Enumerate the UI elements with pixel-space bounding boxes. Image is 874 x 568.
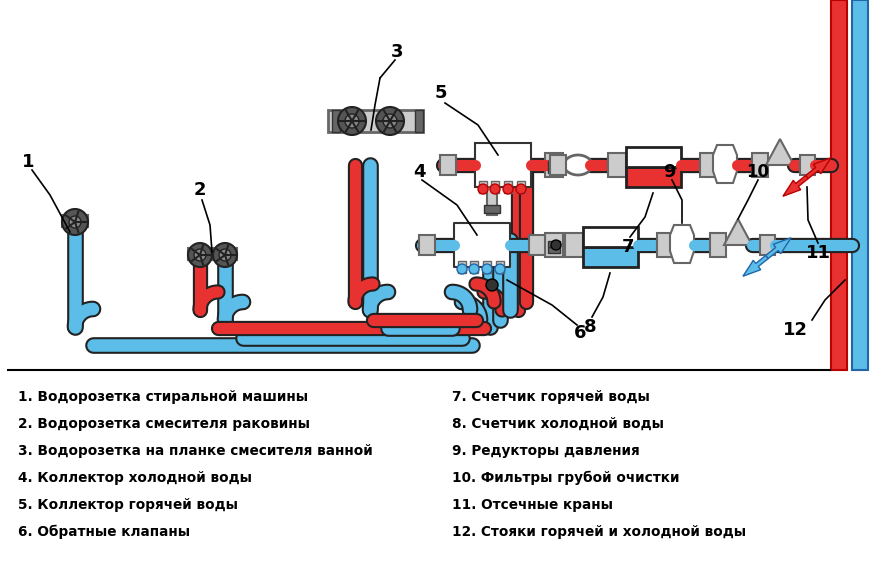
Text: 10. Фильтры грубой очистки: 10. Фильтры грубой очистки bbox=[452, 471, 679, 485]
Bar bbox=[483, 261, 491, 273]
Text: 11. Отсечные краны: 11. Отсечные краны bbox=[452, 498, 613, 512]
Bar bbox=[710, 233, 726, 257]
FancyArrow shape bbox=[806, 158, 831, 178]
Text: 2. Водорозетка смесителя раковины: 2. Водорозетка смесителя раковины bbox=[18, 417, 310, 431]
Bar bbox=[760, 235, 775, 255]
Circle shape bbox=[469, 264, 479, 274]
Bar bbox=[800, 155, 815, 175]
Bar bbox=[608, 153, 626, 177]
Text: 4: 4 bbox=[413, 163, 426, 181]
Bar bbox=[852, 0, 868, 370]
Text: 12: 12 bbox=[783, 321, 808, 339]
Bar bbox=[504, 181, 512, 193]
Circle shape bbox=[383, 114, 397, 128]
Polygon shape bbox=[670, 225, 694, 263]
Circle shape bbox=[338, 107, 366, 135]
Bar bbox=[491, 181, 499, 193]
Bar bbox=[545, 153, 563, 177]
Bar bbox=[583, 247, 638, 267]
Bar bbox=[475, 143, 531, 187]
Circle shape bbox=[194, 249, 206, 261]
Bar bbox=[484, 205, 500, 213]
Text: 7: 7 bbox=[621, 238, 635, 256]
Bar bbox=[626, 147, 681, 167]
Circle shape bbox=[213, 243, 237, 267]
Bar bbox=[62, 215, 88, 227]
Text: 3: 3 bbox=[391, 43, 403, 61]
Text: 1. Водорозетка стиральной машины: 1. Водорозетка стиральной машины bbox=[18, 390, 309, 404]
Bar bbox=[440, 155, 456, 175]
Text: 6: 6 bbox=[573, 324, 586, 342]
Text: 8: 8 bbox=[584, 318, 596, 336]
Bar bbox=[657, 233, 673, 257]
Bar bbox=[479, 181, 487, 193]
Bar bbox=[548, 167, 560, 173]
Bar bbox=[454, 223, 510, 267]
Circle shape bbox=[516, 184, 526, 194]
Bar bbox=[517, 181, 525, 193]
Bar bbox=[487, 187, 497, 215]
Bar bbox=[458, 261, 466, 273]
Bar bbox=[415, 110, 423, 132]
Bar bbox=[328, 110, 423, 132]
Circle shape bbox=[503, 184, 513, 194]
Ellipse shape bbox=[564, 155, 592, 175]
Circle shape bbox=[376, 107, 404, 135]
Bar bbox=[700, 153, 716, 177]
Text: 6. Обратные клапаны: 6. Обратные клапаны bbox=[18, 525, 191, 539]
Text: 7. Счетчик горячей воды: 7. Счетчик горячей воды bbox=[452, 390, 650, 404]
Text: 2: 2 bbox=[194, 181, 206, 199]
Bar bbox=[626, 167, 681, 187]
Text: 5. Коллектор горячей воды: 5. Коллектор горячей воды bbox=[18, 498, 238, 512]
Circle shape bbox=[219, 249, 231, 261]
Text: 9: 9 bbox=[662, 163, 676, 181]
Bar bbox=[831, 0, 847, 370]
Circle shape bbox=[457, 264, 467, 274]
Circle shape bbox=[62, 209, 88, 235]
Circle shape bbox=[69, 216, 81, 228]
Text: 12. Стояки горячей и холодной воды: 12. Стояки горячей и холодной воды bbox=[452, 525, 746, 539]
Bar bbox=[548, 247, 560, 253]
Bar bbox=[565, 233, 583, 257]
Circle shape bbox=[551, 240, 561, 250]
Polygon shape bbox=[766, 139, 794, 165]
Bar bbox=[550, 155, 566, 175]
Bar bbox=[545, 233, 563, 257]
FancyArrow shape bbox=[766, 238, 791, 258]
FancyArrow shape bbox=[743, 256, 768, 276]
Circle shape bbox=[478, 184, 488, 194]
Text: 9. Редукторы давления: 9. Редукторы давления bbox=[452, 444, 640, 458]
Text: 10: 10 bbox=[746, 163, 769, 181]
Bar bbox=[583, 227, 638, 247]
Text: 11: 11 bbox=[806, 244, 830, 262]
Polygon shape bbox=[713, 145, 737, 183]
Bar bbox=[470, 261, 478, 273]
Polygon shape bbox=[724, 219, 752, 245]
Bar bbox=[213, 248, 237, 260]
Circle shape bbox=[482, 264, 492, 274]
Text: 5: 5 bbox=[434, 84, 447, 102]
Text: 8. Счетчик холодной воды: 8. Счетчик холодной воды bbox=[452, 417, 664, 431]
Bar bbox=[332, 110, 340, 132]
Text: 3. Водорозетка на планке смесителя ванной: 3. Водорозетка на планке смесителя ванно… bbox=[18, 444, 372, 458]
FancyArrow shape bbox=[783, 176, 808, 197]
Text: 4. Коллектор холодной воды: 4. Коллектор холодной воды bbox=[18, 471, 252, 485]
Circle shape bbox=[495, 264, 505, 274]
Bar bbox=[548, 161, 560, 167]
Bar bbox=[529, 235, 545, 255]
Circle shape bbox=[490, 184, 500, 194]
Bar bbox=[419, 235, 435, 255]
Bar bbox=[188, 248, 212, 260]
Circle shape bbox=[486, 279, 498, 291]
Circle shape bbox=[345, 114, 359, 128]
Circle shape bbox=[188, 243, 212, 267]
Bar bbox=[548, 241, 560, 247]
Bar bbox=[752, 153, 768, 177]
Bar bbox=[496, 261, 504, 273]
Text: 1: 1 bbox=[22, 153, 34, 171]
